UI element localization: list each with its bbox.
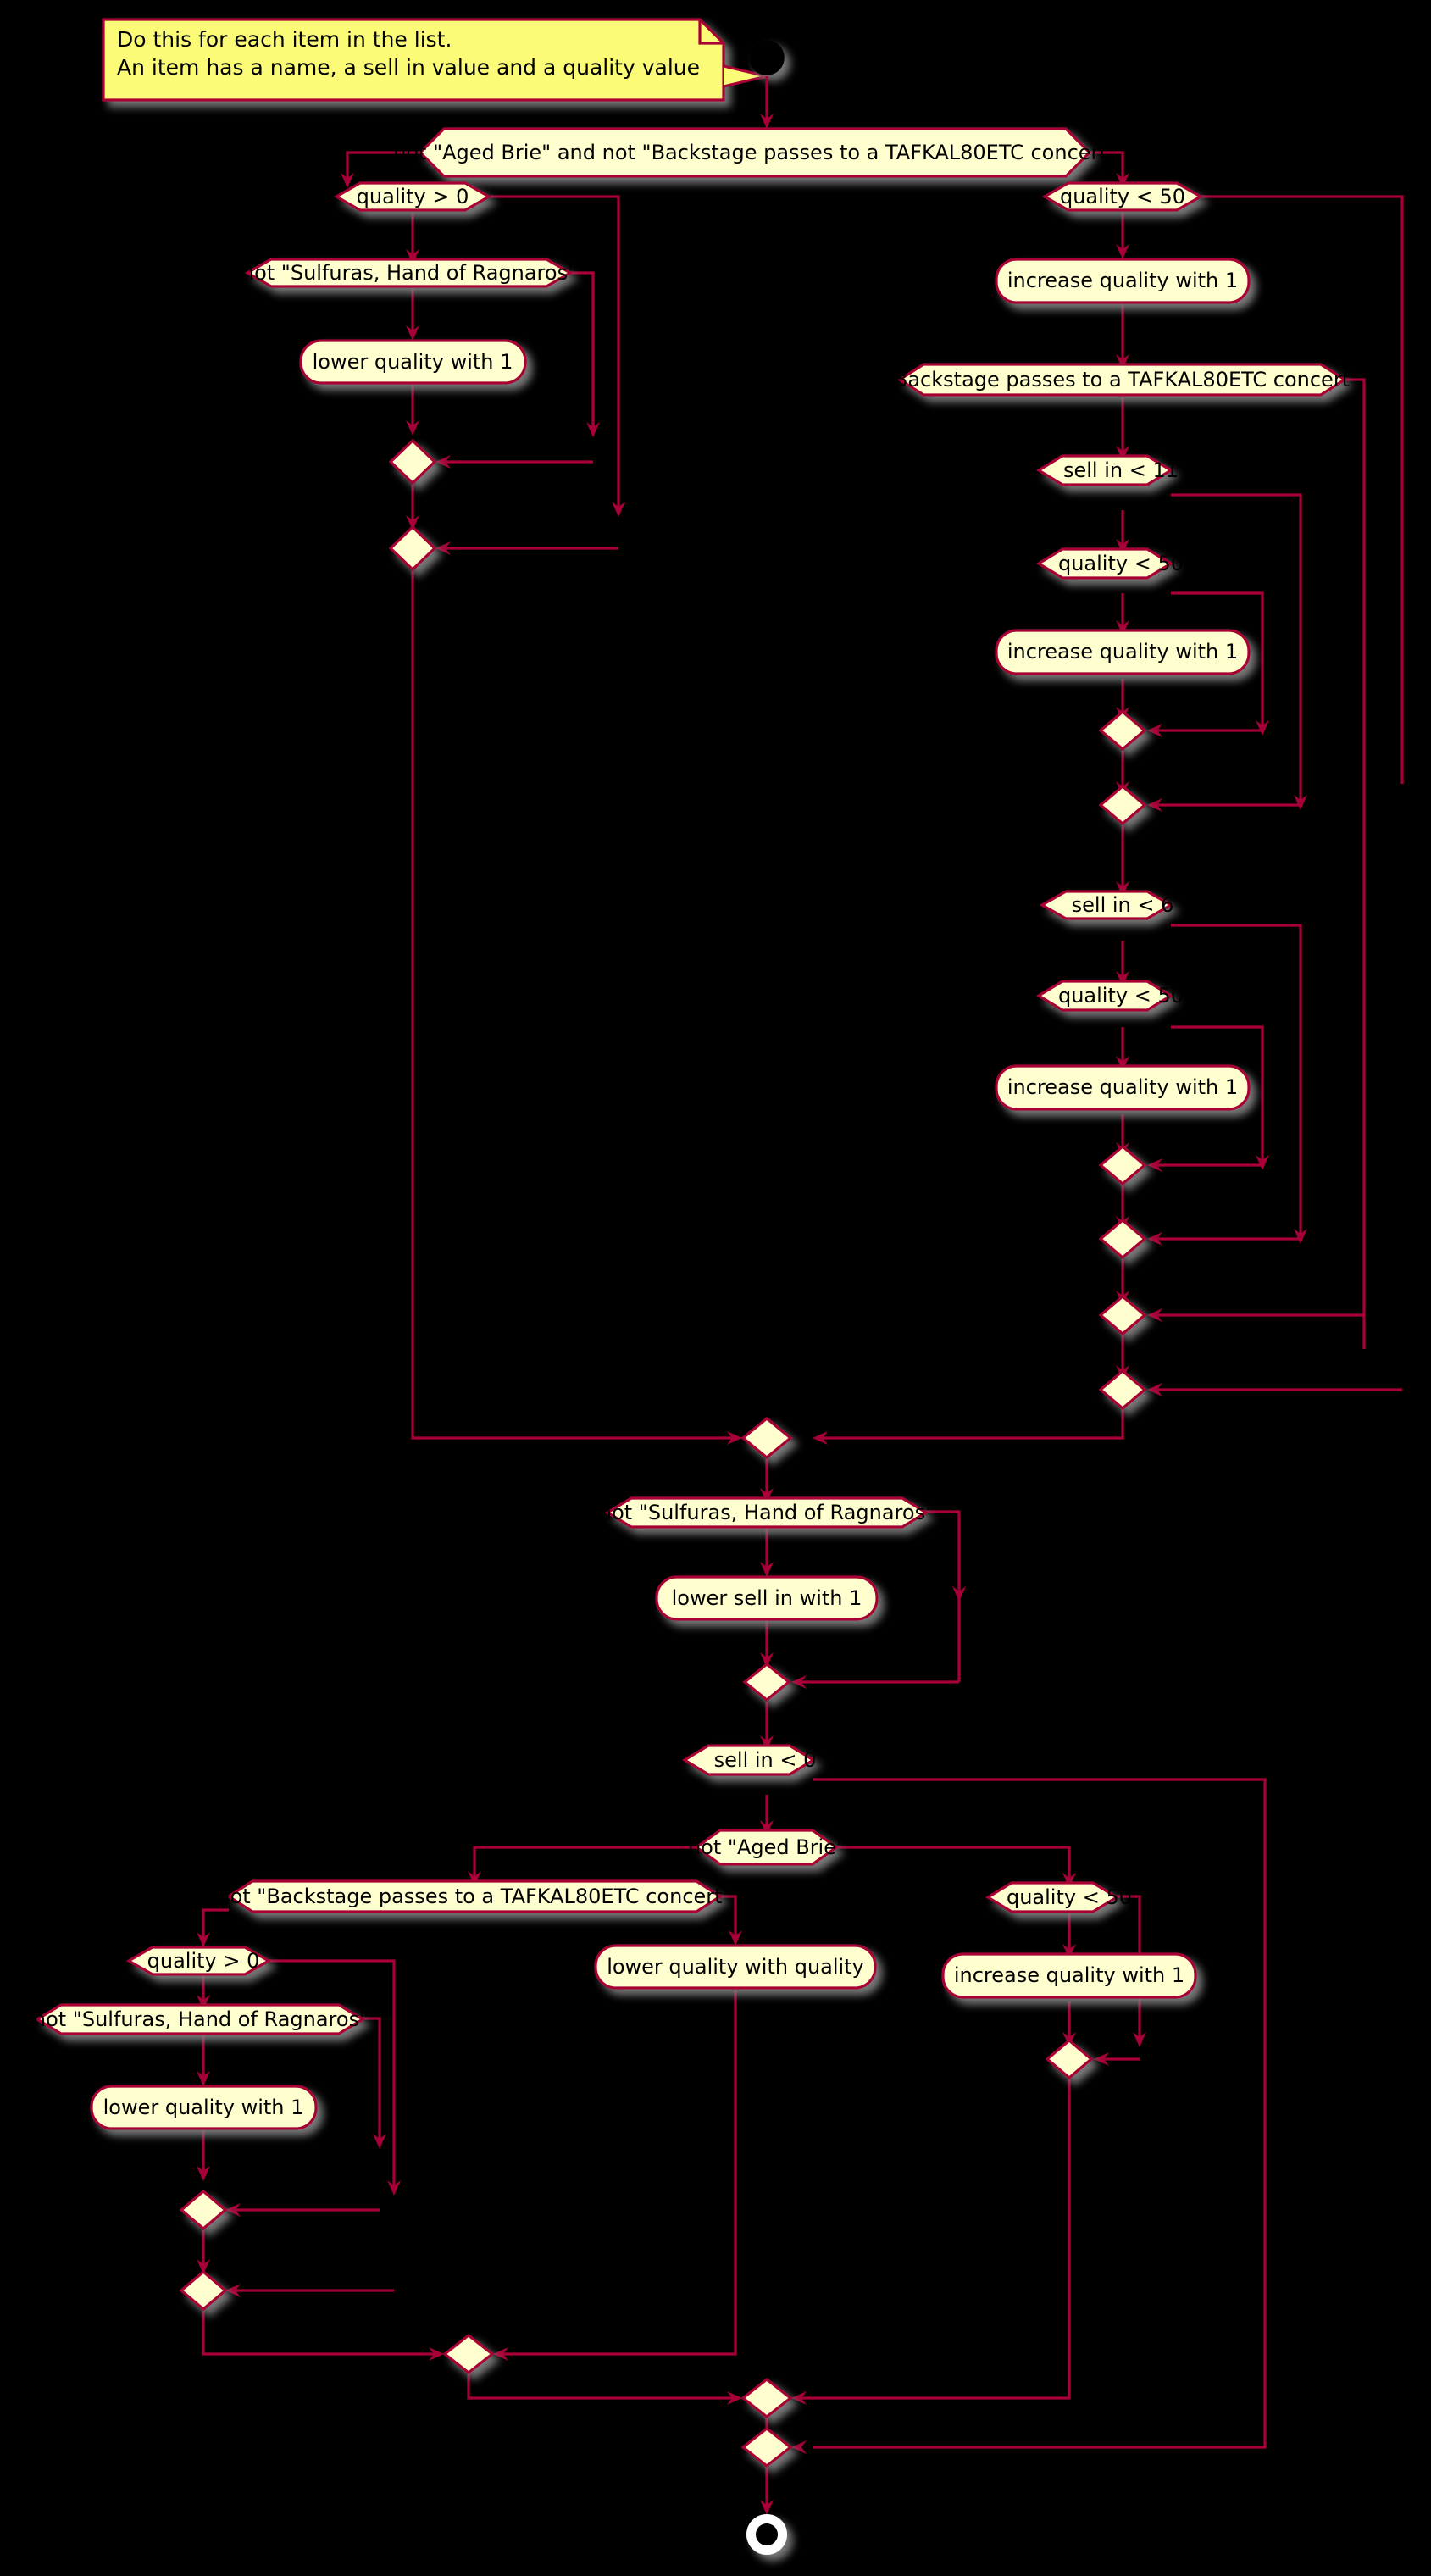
condition-not-aged-brie[interactable]: not "Aged Brie": [688, 1829, 846, 1866]
action-label: increase quality with 1: [954, 1963, 1184, 1987]
condition-label: not "Sulfuras, Hand of Ragnaros": [599, 1501, 935, 1524]
condition-label: not "Backstage passes to a TAFKAL80ETC c…: [217, 1885, 731, 1908]
merge-node: [179, 2269, 228, 2312]
merge-node: [1045, 2038, 1094, 2080]
merge-node: [1098, 1294, 1147, 1336]
note-line-1: Do this for each item in the list.: [117, 27, 452, 52]
condition-label: not "Aged Brie" and not "Backstage passe…: [393, 141, 1117, 164]
start-node: [748, 39, 785, 76]
action-label: lower quality with 1: [313, 350, 513, 374]
edges-layer: [202, 76, 1404, 2510]
condition-label: sell in < 0: [714, 1748, 817, 1772]
condition-label: quality < 50: [1007, 1885, 1132, 1909]
condition-label: sell in < 6: [1072, 893, 1174, 917]
action-increase-quality-1-b[interactable]: increase quality with 1: [995, 1064, 1251, 1111]
action-lower-quality-with-quality[interactable]: lower quality with quality: [594, 1944, 877, 1990]
condition-label: not "Sulfuras, Hand of Ragnaros": [241, 261, 577, 285]
condition-not-sulfuras-top[interactable]: not "Sulfuras, Hand of Ragnaros": [241, 258, 577, 288]
condition-quality-lt-50-bottom[interactable]: quality < 50: [985, 1881, 1132, 1913]
condition-not-sulfuras-bottom[interactable]: not "Sulfuras, Hand of Ragnaros": [33, 2003, 369, 2035]
action-lower-quality-1-bottom[interactable]: lower quality with 1: [90, 2085, 318, 2130]
note-box: Do this for each item in the list. An it…: [102, 18, 768, 102]
action-increase-quality-1-bottom[interactable]: increase quality with 1: [941, 1952, 1197, 1999]
condition-not-backstage-bottom[interactable]: not "Backstage passes to a TAFKAL80ETC c…: [217, 1879, 732, 1913]
action-increase-quality-1-a[interactable]: increase quality with 1: [995, 629, 1251, 675]
condition-quality-gt-0-top[interactable]: quality > 0: [333, 181, 492, 212]
end-node: [746, 2514, 787, 2555]
merge-node: [1098, 1368, 1147, 1411]
action-label: lower sell in with 1: [672, 1586, 862, 1610]
condition-label: not "Aged Brie": [688, 1835, 846, 1859]
merge-node: [740, 2377, 793, 2419]
condition-label: quality < 50: [1058, 984, 1184, 1008]
condition-label: sell in < 11: [1063, 458, 1179, 482]
condition-sell-in-lt-6[interactable]: sell in < 6: [1039, 890, 1174, 920]
merge-node: [388, 525, 437, 572]
action-lower-quality-1-top[interactable]: lower quality with 1: [299, 339, 527, 385]
action-lower-sell-in-1[interactable]: lower sell in with 1: [655, 1575, 879, 1621]
condition-label: "Backstage passes to a TAFKAL80ETC conce…: [885, 368, 1359, 391]
condition-label: quality > 0: [357, 185, 469, 208]
action-label: increase quality with 1: [1007, 640, 1238, 663]
merge-node: [1098, 709, 1147, 752]
condition-sell-in-lt-0[interactable]: sell in < 0: [681, 1744, 817, 1776]
condition-label: not "Sulfuras, Hand of Ragnaros": [33, 2007, 369, 2031]
condition-label: quality < 50: [1058, 552, 1184, 575]
merge-node: [1098, 1144, 1147, 1186]
merge-node: [388, 438, 437, 486]
condition-label: quality > 0: [147, 1949, 260, 1973]
merge-node: [742, 1662, 791, 1702]
merge-node: [1098, 1218, 1147, 1260]
condition-quality-gt-0-bottom[interactable]: quality > 0: [125, 1946, 272, 1976]
merge-node: [740, 2426, 793, 2468]
condition-quality-lt-50-a[interactable]: quality < 50: [1035, 547, 1184, 580]
condition-not-brie-not-backstage[interactable]: not "Aged Brie" and not "Backstage passe…: [393, 127, 1117, 178]
merge-node: [740, 1416, 793, 1460]
condition-sell-in-lt-11[interactable]: sell in < 11: [1035, 454, 1179, 486]
merge-node: [1098, 784, 1147, 826]
condition-label: quality < 50: [1060, 185, 1185, 208]
merge-node: [442, 2333, 495, 2375]
action-label: lower quality with quality: [607, 1955, 864, 1979]
action-increase-quality-1-top[interactable]: increase quality with 1: [995, 258, 1251, 304]
condition-quality-lt-50-b[interactable]: quality < 50: [1035, 980, 1184, 1012]
action-label: increase quality with 1: [1007, 1075, 1238, 1099]
merge-node: [179, 2189, 228, 2231]
condition-quality-lt-50-top[interactable]: quality < 50: [1041, 181, 1204, 212]
note-line-2: An item has a name, a sell in value and …: [117, 55, 700, 80]
condition-not-sulfuras-mid[interactable]: not "Sulfuras, Hand of Ragnaros": [599, 1496, 935, 1529]
action-label: lower quality with 1: [103, 2096, 304, 2119]
condition-is-backstage[interactable]: "Backstage passes to a TAFKAL80ETC conce…: [885, 363, 1359, 397]
action-label: increase quality with 1: [1007, 269, 1238, 292]
